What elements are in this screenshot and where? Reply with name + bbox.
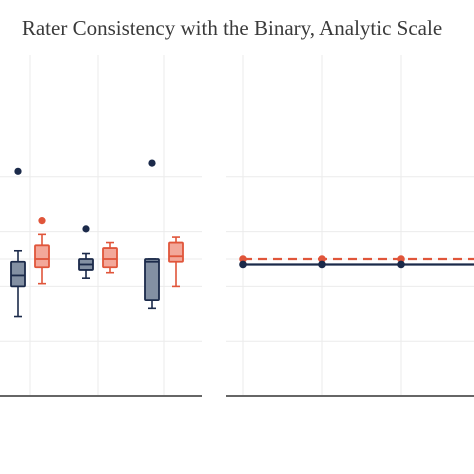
outlier-point: [14, 167, 22, 175]
line-point-navy: [239, 260, 247, 269]
box-navy-hb1: [78, 225, 94, 279]
outlier-point: [148, 159, 156, 167]
outlier-point: [38, 217, 46, 225]
box-orange-hb1: [102, 241, 118, 274]
box-iqr: [10, 260, 26, 288]
right-panel: [226, 55, 474, 397]
line-point-orange: [318, 255, 326, 263]
box-iqr: [102, 247, 118, 269]
outlier-point: [82, 225, 90, 233]
box-iqr: [168, 241, 184, 263]
box-navy-b2: [144, 159, 160, 310]
line-point-navy: [397, 260, 405, 269]
box-navy-b1: [10, 167, 26, 318]
box-iqr: [144, 258, 160, 301]
left-panel: [0, 55, 202, 397]
line-point-orange: [397, 255, 405, 263]
box-orange-b1: [34, 217, 50, 285]
box-orange-b2: [168, 236, 184, 288]
line-point-navy: [318, 260, 326, 269]
box-iqr: [34, 244, 50, 269]
line-point-orange: [239, 255, 247, 263]
chart-title: Rater Consistency with the Binary, Analy…: [22, 16, 442, 40]
